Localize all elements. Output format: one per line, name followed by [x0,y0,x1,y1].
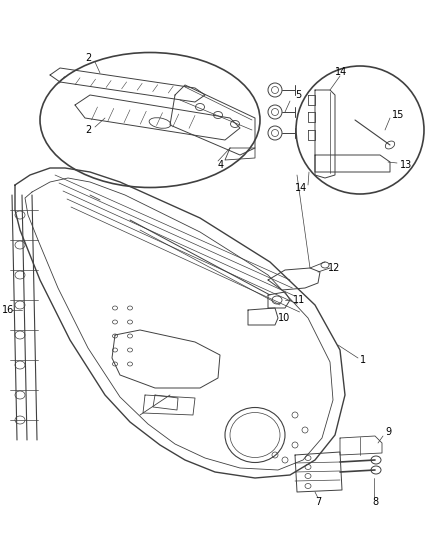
Text: 5: 5 [294,90,300,100]
Text: 4: 4 [218,160,224,170]
Text: 2: 2 [85,53,91,63]
Text: 13: 13 [399,160,411,170]
Text: 1: 1 [359,355,365,365]
Text: 8: 8 [371,497,377,507]
Text: 12: 12 [327,263,339,273]
Text: 2: 2 [85,125,91,135]
Text: 15: 15 [391,110,403,120]
Text: 11: 11 [292,295,304,305]
Text: 14: 14 [294,183,307,193]
Text: 10: 10 [277,313,290,323]
Text: 7: 7 [314,497,321,507]
Text: 14: 14 [334,67,346,77]
Text: 9: 9 [384,427,390,437]
Text: 16: 16 [2,305,14,315]
